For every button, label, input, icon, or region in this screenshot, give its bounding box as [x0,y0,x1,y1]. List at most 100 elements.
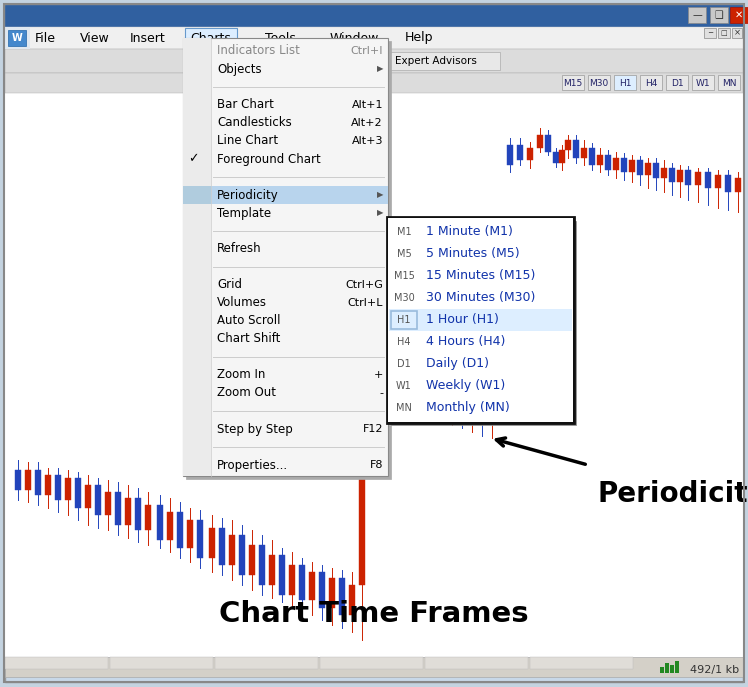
Bar [183,186,211,204]
Bar [695,172,701,185]
Text: Insert: Insert [130,32,166,45]
Bar [613,158,619,170]
Bar [157,505,163,540]
Text: M15: M15 [563,78,583,87]
Bar [391,221,576,425]
Text: ✓: ✓ [188,153,198,166]
Text: View: View [80,32,110,45]
Text: Tools: Tools [265,32,296,45]
Text: Zoom In: Zoom In [217,368,266,381]
Bar [545,135,551,152]
Bar [439,392,445,412]
Text: +: + [373,370,383,380]
Bar [429,392,435,405]
Bar [419,388,425,405]
Bar [269,555,275,585]
Bar [5,27,30,49]
Text: M30: M30 [393,293,414,303]
Text: Foreground Chart: Foreground Chart [217,153,321,166]
Bar [167,512,173,540]
Text: Periodicity: Periodicity [217,188,279,201]
Bar [219,528,225,565]
Bar [379,380,385,395]
Bar [530,657,633,669]
Bar [15,470,21,490]
Text: Expert Advisors: Expert Advisors [395,56,477,66]
Text: File: File [35,32,56,45]
Text: M5: M5 [396,249,411,259]
Bar [640,75,662,90]
Bar [319,572,325,608]
Bar [735,178,741,192]
Bar [581,148,587,158]
Bar [289,565,295,595]
Bar [183,186,388,204]
Bar [115,492,121,525]
Bar [489,408,495,422]
Bar [589,148,595,165]
Text: ─: ─ [708,30,712,36]
Text: Step by Step: Step by Step [217,423,292,436]
Text: F12: F12 [363,424,383,434]
Bar [197,520,203,558]
Bar [55,475,61,500]
Bar [5,27,743,49]
Bar [565,140,571,150]
Bar [710,7,728,23]
Bar [449,398,455,412]
Bar [5,93,743,661]
Bar [5,5,743,27]
Bar [660,667,664,673]
Bar [425,657,528,669]
Text: H1: H1 [397,315,411,325]
Text: □: □ [720,30,727,36]
Text: Ctrl+L: Ctrl+L [348,298,383,308]
Text: Zoom Out: Zoom Out [217,387,276,400]
Bar [559,150,565,163]
Bar [666,75,688,90]
Text: Weekly (W1): Weekly (W1) [426,379,505,392]
Text: ▶: ▶ [377,190,383,199]
Bar [135,498,141,530]
Text: 15 Minutes (M15): 15 Minutes (M15) [426,269,536,282]
Text: -: - [379,388,383,398]
Text: 4 Hours (H4): 4 Hours (H4) [426,335,506,348]
Bar [390,52,500,70]
Text: MN: MN [396,403,412,413]
Text: Indicators List: Indicators List [217,45,300,58]
Text: Objects: Objects [217,63,262,76]
Bar [688,7,706,23]
Bar [95,485,101,515]
Text: D1: D1 [671,78,684,87]
Bar [279,555,285,595]
Bar [661,168,667,178]
Bar [299,565,305,600]
Bar [5,657,108,669]
Bar [537,135,543,148]
Text: Chart Shift: Chart Shift [217,333,280,346]
Bar [692,75,714,90]
Text: Ctrl+G: Ctrl+G [345,280,383,290]
Bar [629,160,635,172]
Bar [637,160,643,175]
Text: ▶: ▶ [377,65,383,74]
Text: M1: M1 [396,227,411,237]
Bar [25,470,31,490]
Bar [389,385,395,395]
Bar [5,657,743,677]
Text: 492/1 kb: 492/1 kb [690,665,739,675]
Bar [527,148,533,160]
Bar [309,572,315,600]
Text: Ctrl+I: Ctrl+I [351,46,383,56]
Bar [320,657,423,669]
Bar [553,152,559,163]
Text: Auto Scroll: Auto Scroll [217,315,280,328]
Bar [65,478,71,500]
Text: M15: M15 [393,271,414,281]
Bar [399,385,405,400]
Text: Candlesticks: Candlesticks [217,117,292,130]
Bar [185,28,237,47]
Text: F8: F8 [370,460,383,470]
Bar [562,75,584,90]
Text: 30 Minutes (M30): 30 Minutes (M30) [426,291,536,304]
